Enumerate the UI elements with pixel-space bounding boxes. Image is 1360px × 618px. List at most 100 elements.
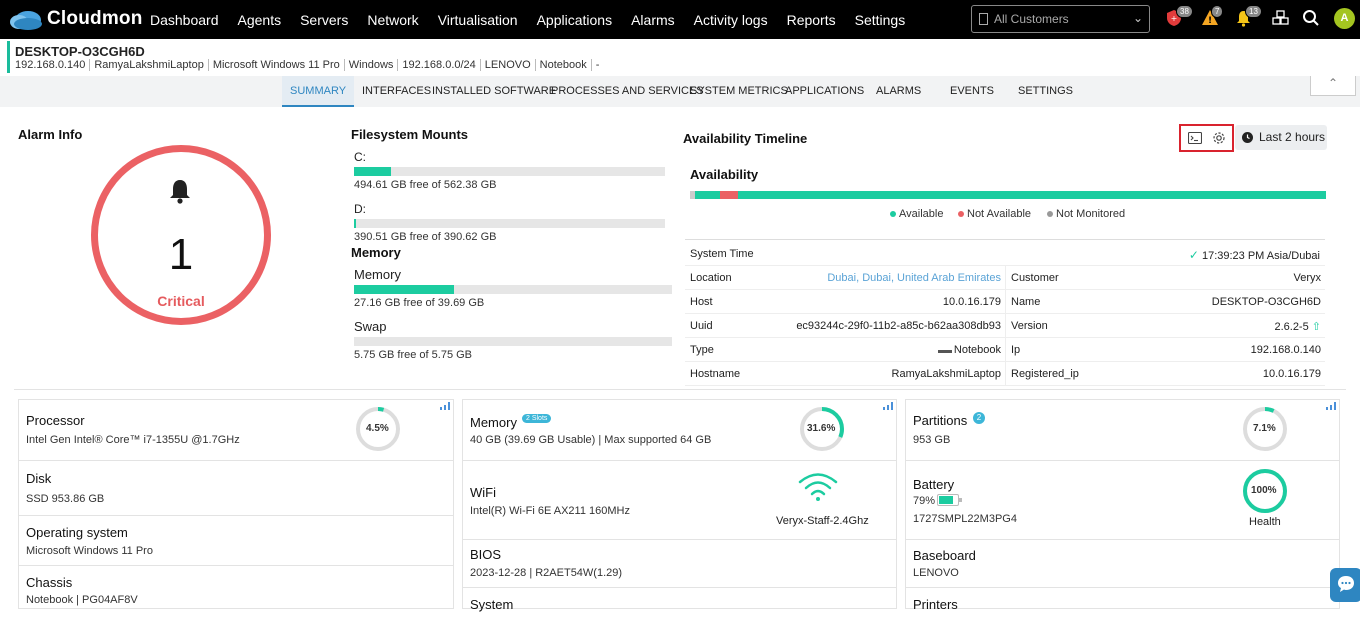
available-dot [890,211,896,217]
logo[interactable]: Cloudmon [8,6,143,32]
swap-usage-bar [354,337,672,346]
building-icon [979,13,988,25]
search-icon [1303,10,1319,26]
tab-settings[interactable]: SETTINGS [1018,85,1074,97]
nav-agents[interactable]: Agents [237,11,282,28]
partitions-gauge [1243,407,1287,451]
wifi-title: WiFi [470,485,496,500]
hardware-panel-right: Partitions 2 953 GB 7.1% Battery 79% 172… [905,399,1340,612]
nav-activity-logs[interactable]: Activity logs [693,11,768,28]
info-key: Hostname [690,368,741,380]
device-extra: - [595,59,600,71]
main-menu: Dashboard Agents Servers Network Virtual… [150,0,924,39]
bar-chart-icon[interactable] [440,402,450,410]
customer-select-value: All Customers [994,12,1069,26]
integrations-button[interactable] [1272,9,1292,29]
info-value: 10.0.16.179 [1262,368,1321,380]
time-range-button[interactable]: Last 2 hours [1235,125,1327,150]
wifi-icon [798,473,838,501]
swap-free-text: 5.75 GB free of 5.75 GB [354,349,473,361]
bar-chart-icon[interactable] [1326,402,1336,410]
tab-bar: SUMMARY INTERFACES INSTALLED SOFTWARE PR… [0,76,1360,107]
nav-reports[interactable]: Reports [786,11,836,28]
battery-percent: 79% [913,495,936,507]
info-row: Hostname RamyaLakshmiLaptop [685,362,1005,386]
battery-health-value: 100% [1251,485,1277,496]
info-value: 10.0.16.179 [942,296,1001,308]
tab-system-metrics[interactable]: SYSTEM METRICS [690,85,788,97]
mount-label: C: [354,150,366,164]
wifi-cell: WiFi Intel(R) Wi-Fi 6E AX211 160MHz Very… [463,461,896,540]
swap-usage: Swap 5.75 GB free of 5.75 GB [354,319,672,361]
device-vendor: LENOVO [481,59,536,71]
chat-button[interactable] [1330,568,1360,602]
mount-usage-fill [354,167,392,176]
search-button[interactable] [1302,9,1322,29]
tab-applications[interactable]: APPLICATIONS [785,85,865,97]
device-platform: Windows [345,59,399,71]
top-navbar: Cloudmon Dashboard Agents Servers Networ… [0,0,1360,39]
mount-usage-fill [354,219,356,228]
customer-select[interactable]: All Customers ⌄ [971,5,1150,33]
nav-servers[interactable]: Servers [300,11,349,28]
shield-alert-button[interactable]: + 38 [1166,5,1193,29]
chassis-title: Chassis [26,575,73,590]
type-value: Notebook [953,344,1001,356]
disk-title: Disk [26,471,52,486]
info-value: Veryx [1293,272,1321,284]
tab-installed-software[interactable]: INSTALLED SOFTWARE [432,85,557,97]
not-available-dot [958,211,964,217]
info-row: Type Notebook [685,338,1005,362]
bell-count-badge: 13 [1245,5,1262,18]
info-value: 2.6.2-5 ⇧ [1274,320,1321,333]
not-monitored-segment [690,191,695,199]
user-avatar[interactable]: A [1334,8,1355,29]
nav-settings[interactable]: Settings [854,11,906,28]
tab-events[interactable]: EVENTS [950,85,995,97]
tab-alarms[interactable]: ALARMS [876,85,922,97]
notifications-button[interactable]: 13 [1235,5,1262,29]
memory-gauge-arc [800,407,844,451]
tab-processes-and-services[interactable]: PROCESSES AND SERVICES [551,85,704,97]
mount-label: D: [354,202,366,216]
bell-icon [170,180,190,204]
os-cell: Operating system Microsoft Windows 11 Pr… [19,516,453,566]
alarm-ring[interactable]: 1 Critical [91,145,271,325]
gear-icon[interactable] [1212,131,1226,145]
clock-icon [1242,132,1253,143]
nav-network[interactable]: Network [367,11,419,28]
availability-subtitle: Availability [690,167,759,182]
system-info-table: System Time ✓ 17:39:23 PM Asia/Dubai Loc… [685,239,1325,386]
hardware-panel-left: Processor Intel Gen Intel® Core™ i7-1355… [18,399,454,609]
legend-available-label: Available [899,208,944,220]
device-os: Microsoft Windows 11 Pro [209,59,345,71]
nav-alarms[interactable]: Alarms [631,11,675,28]
tab-summary[interactable]: SUMMARY [282,76,355,107]
upgrade-icon[interactable]: ⇧ [1311,321,1321,333]
tab-interfaces[interactable]: INTERFACES [362,85,432,97]
legend-not-monitored-label: Not Monitored [1056,208,1126,220]
info-value: RamyaLakshmiLaptop [891,368,1001,380]
nav-applications[interactable]: Applications [536,11,613,28]
memory-title: Memory [351,245,401,260]
version-value: 2.6.2-5 [1274,321,1309,333]
info-row: Name DESKTOP-O3CGH6D [1005,290,1325,314]
info-key: Type [690,344,714,356]
collapse-header-button[interactable]: ⌃ [1310,76,1356,96]
nav-virtualisation[interactable]: Virtualisation [437,11,518,28]
location-link[interactable]: Dubai, Dubai, United Arab Emirates [827,272,1001,284]
processor-gauge-label: 4.5% [366,423,389,434]
nav-dashboard[interactable]: Dashboard [150,11,219,28]
info-key: Uuid [690,320,713,332]
terminal-icon[interactable] [1188,132,1202,144]
mount-d: D: 390.51 GB free of 390.62 GB [354,202,665,243]
warning-alert-button[interactable]: ! 7 [1201,5,1224,29]
mount-free-text: 494.61 GB free of 562.38 GB [354,179,497,191]
availability-bar[interactable] [690,191,1326,199]
partitions-cell: Partitions 2 953 GB 7.1% [906,400,1339,461]
info-key: Customer [1011,272,1059,284]
info-key: Host [690,296,713,308]
bar-chart-icon[interactable] [883,402,893,410]
svg-text:+: + [1171,14,1178,23]
info-row: Registered_ip 10.0.16.179 [1005,362,1325,386]
